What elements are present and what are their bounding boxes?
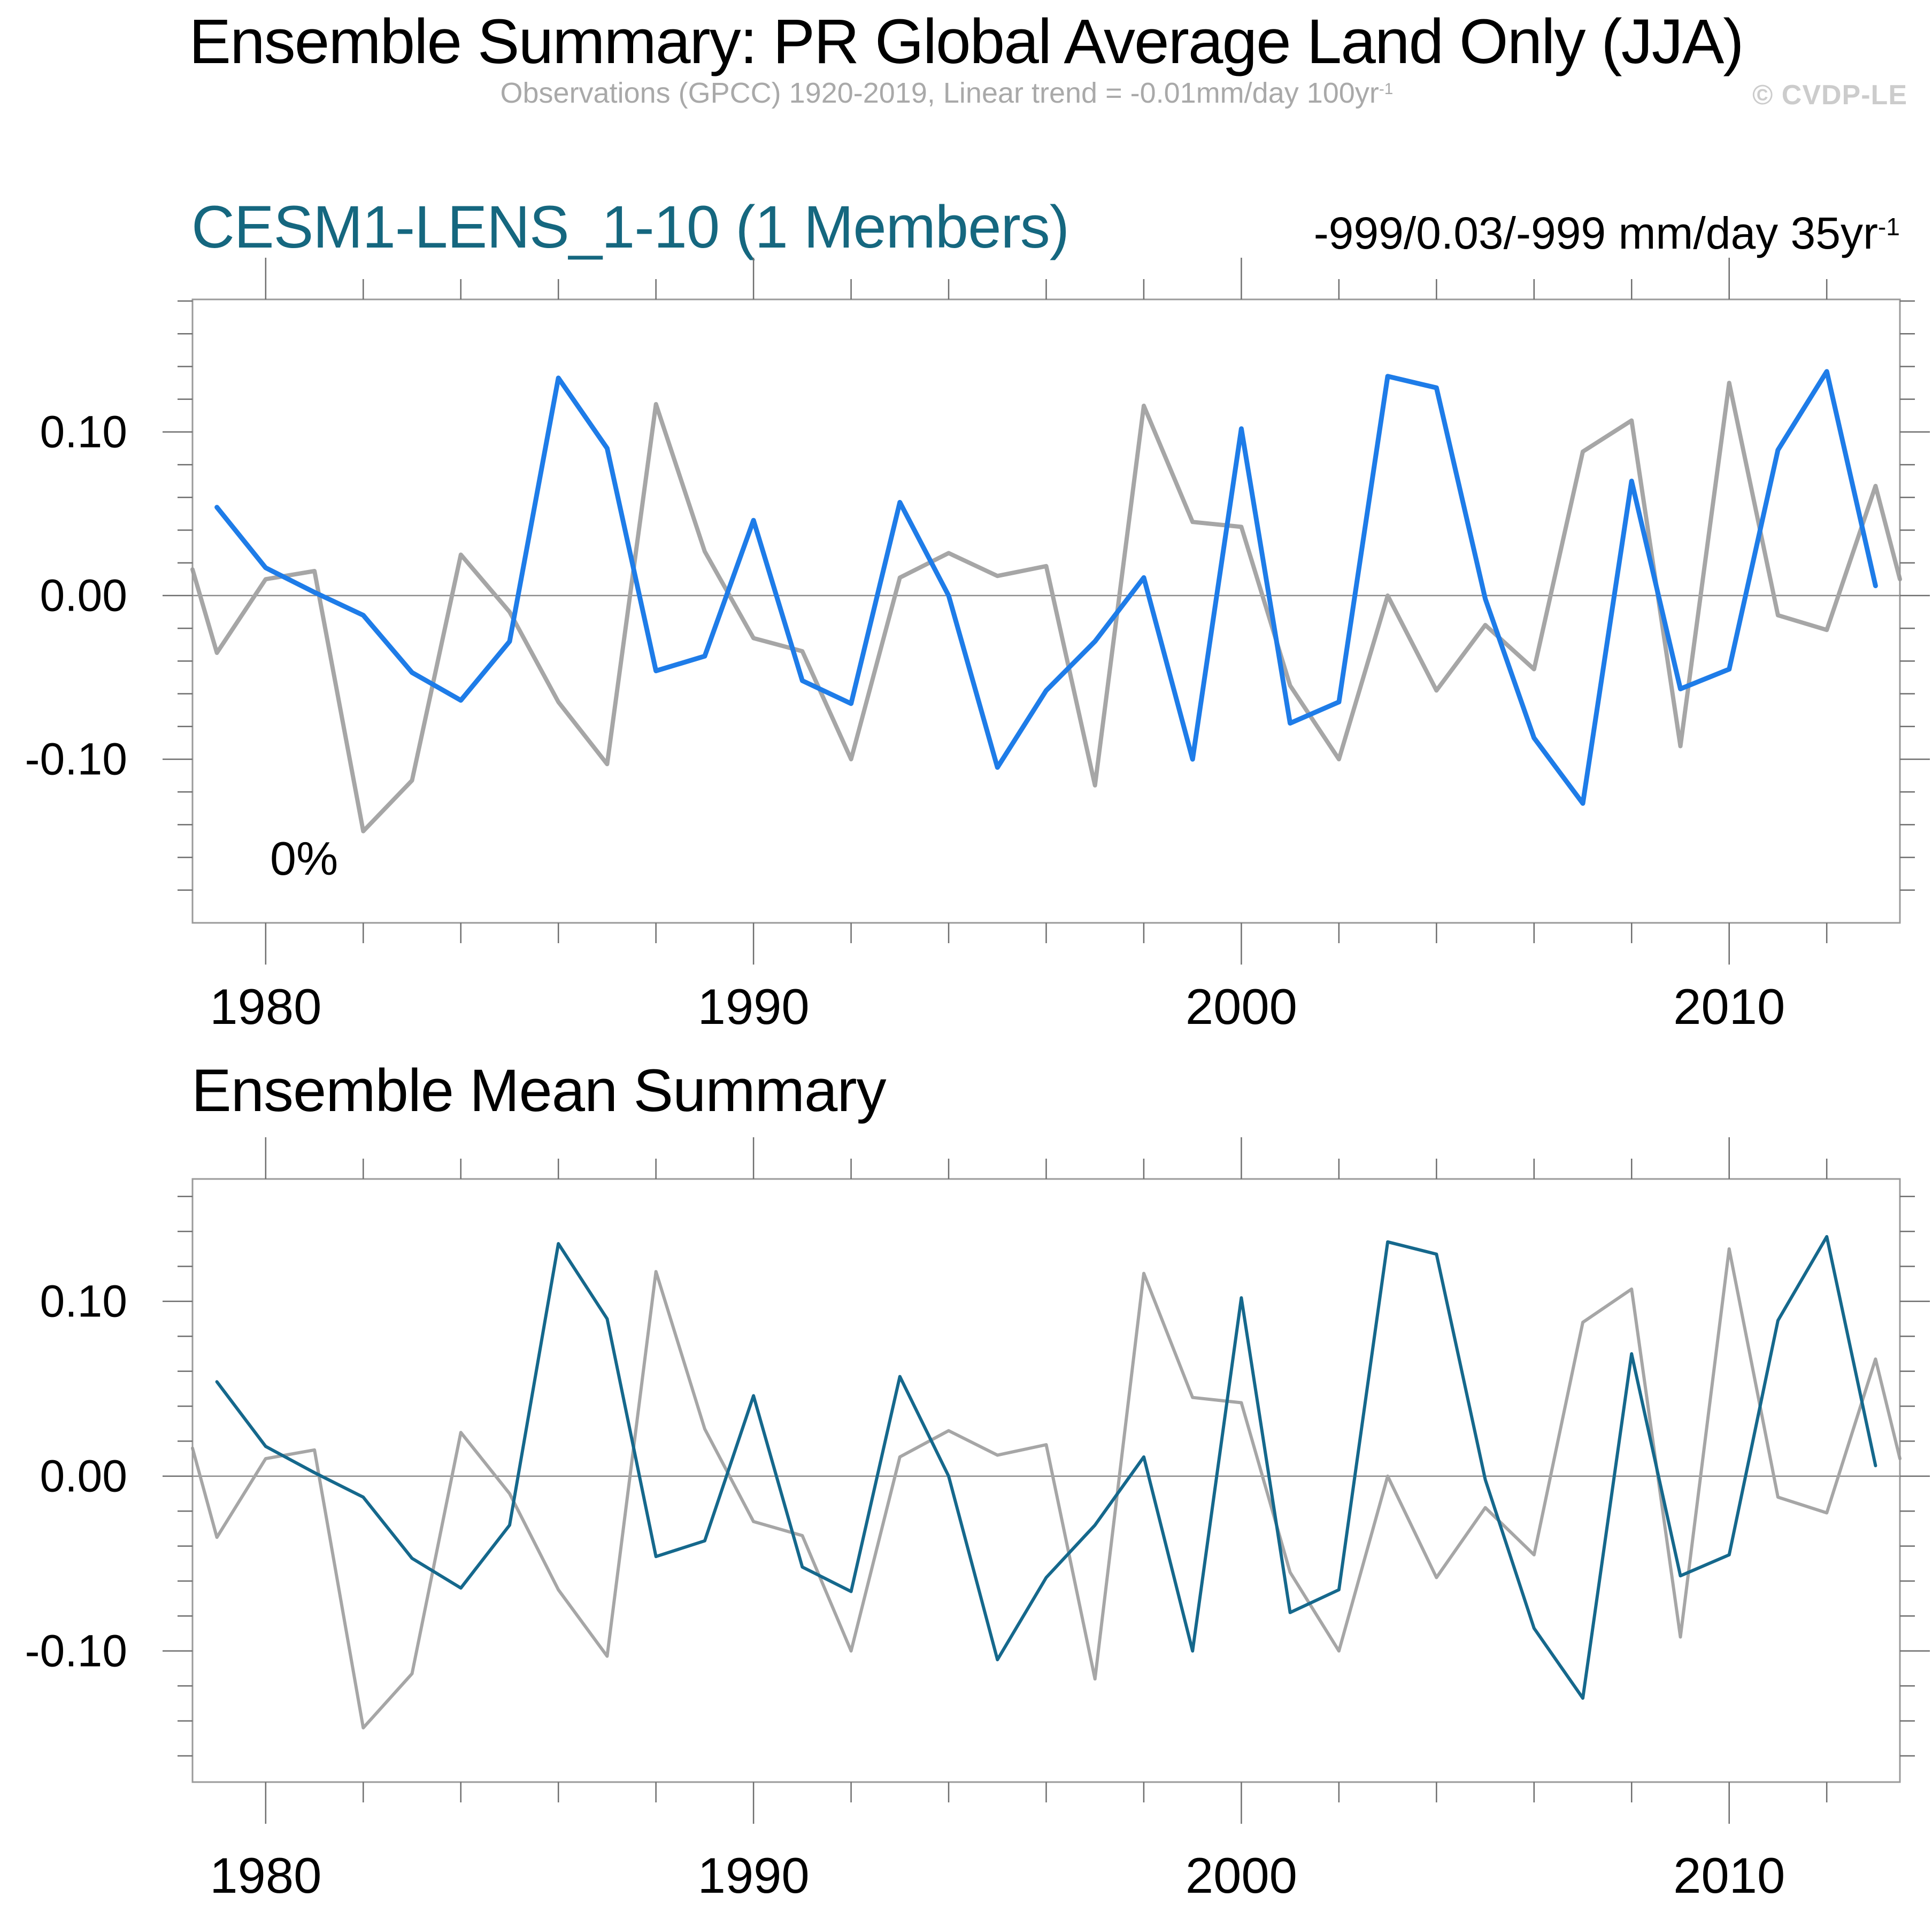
x-tick-label: 1990 (698, 978, 810, 1035)
series-line-observations-gpcc- (190, 381, 1902, 834)
series-line-observations-gpcc- (191, 1247, 1902, 1730)
series-line-cesm1-lens-1-10-member-1 (214, 369, 1878, 806)
x-tick-label: 1980 (210, 1847, 321, 1903)
trend-stats-text: -999/0.03/-999 mm/day 35yr (1313, 208, 1878, 258)
x-tick-label: 2000 (1186, 978, 1297, 1035)
model-heading: CESM1-LENS_1-10 (1 Members) (191, 194, 1069, 260)
subtitle-exponent: -1 (1379, 80, 1394, 98)
y-tick-label: -0.10 (25, 734, 127, 784)
plot-frame (191, 1178, 1901, 1783)
y-tick-label: 0.10 (40, 1276, 128, 1326)
cvdp-watermark: © CVDP-LE (1752, 80, 1907, 111)
percent-annotation: 0% (270, 832, 338, 885)
page-title: Ensemble Summary: PR Global Average Land… (189, 6, 1744, 77)
y-tick-label: -0.10 (25, 1625, 127, 1676)
x-tick-label: 2000 (1186, 1847, 1297, 1903)
trend-stats-exponent: -1 (1877, 212, 1900, 241)
y-tick-label: 0.10 (40, 406, 128, 457)
observations-subtitle-text: Observations (GPCC) 1920-2019, Linear tr… (500, 77, 1379, 109)
series-line-cesm1-lens-1-10-ensemble-mean (215, 1235, 1877, 1700)
x-tick-label: 1980 (210, 978, 321, 1035)
y-tick-label: 0.00 (40, 1451, 128, 1501)
ensemble-mean-heading: Ensemble Mean Summary (191, 1057, 887, 1124)
observations-subtitle: Observations (GPCC) 1920-2019, Linear tr… (501, 76, 1394, 110)
y-tick-label: 0.00 (40, 570, 128, 620)
x-tick-label: 2010 (1673, 978, 1785, 1035)
x-tick-label: 1990 (698, 1847, 810, 1903)
trend-stats-label: -999/0.03/-999 mm/day 35yr-1 (1314, 207, 1900, 259)
x-tick-label: 2010 (1673, 1847, 1785, 1903)
